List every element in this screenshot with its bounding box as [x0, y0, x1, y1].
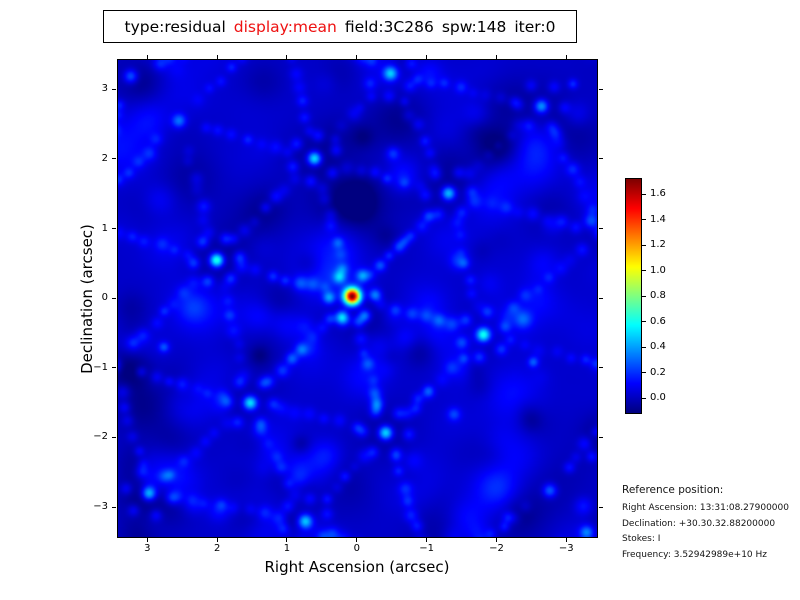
- y-axis-title: Declination (arcsec): [78, 224, 96, 374]
- title-part-field: field:3C286: [344, 17, 434, 36]
- y-tick-mark: [112, 228, 116, 230]
- x-tick-label: 0: [353, 543, 360, 554]
- x-tick-mark-top: [426, 55, 428, 59]
- colorbar-tick-label: 1.6: [650, 188, 666, 200]
- colorbar-tick-mark: [641, 219, 646, 221]
- colorbar-tick-mark: [641, 346, 646, 348]
- y-tick-label: 3: [101, 83, 108, 95]
- reference-frequency: Frequency: 3.52942989e+10 Hz: [622, 550, 768, 560]
- x-tick-label: −3: [558, 543, 574, 554]
- y-tick-label: 1: [101, 222, 108, 234]
- y-tick-label: −1: [93, 361, 108, 373]
- title-part-display: display:mean: [233, 17, 337, 36]
- y-tick-mark: [112, 436, 116, 438]
- x-tick-mark-top: [356, 55, 358, 59]
- colorbar-tick-mark: [641, 321, 646, 323]
- title-part-spw: spw:148: [441, 17, 507, 36]
- y-tick-mark: [112, 297, 116, 299]
- y-tick-mark-right: [599, 88, 603, 90]
- y-tick-label: −2: [93, 431, 108, 443]
- x-tick-mark: [495, 538, 497, 542]
- y-tick-mark-right: [599, 158, 603, 160]
- plot-title-box: type:residual display:mean field:3C286 s…: [103, 10, 577, 43]
- y-tick-mark: [112, 158, 116, 160]
- x-tick-mark: [565, 538, 567, 542]
- reference-stokes: Stokes: I: [622, 534, 661, 544]
- y-tick-label: 2: [101, 152, 108, 164]
- colorbar-tick-label: 0.0: [650, 392, 666, 404]
- colorbar-tick-label: 0.2: [650, 366, 666, 378]
- reference-heading: Reference position:: [622, 484, 724, 496]
- colorbar-tick-label: 1.2: [650, 239, 666, 251]
- colorbar-tick-mark: [641, 270, 646, 272]
- colorbar-tick-label: 0.8: [650, 290, 666, 302]
- x-tick-label: −1: [419, 543, 434, 554]
- y-tick-mark: [112, 506, 116, 508]
- reference-ra: Right Ascension: 13:31:08.27900000: [622, 503, 789, 513]
- colorbar-tick-label: 1.0: [650, 264, 666, 276]
- x-tick-label: 2: [213, 543, 221, 554]
- plot-frame: [117, 59, 598, 538]
- x-axis-title: Right Ascension (arcsec): [264, 558, 450, 576]
- title-part-type: type:residual: [124, 17, 226, 36]
- colorbar-tick-label: 0.6: [650, 315, 666, 327]
- x-tick-mark-top: [495, 55, 497, 59]
- y-tick-mark-right: [599, 297, 603, 299]
- x-tick-mark: [146, 538, 148, 542]
- x-tick-mark-top: [216, 55, 218, 59]
- x-tick-label: 1: [283, 543, 291, 554]
- x-tick-mark: [356, 538, 358, 542]
- residual-heatmap-canvas: [118, 60, 597, 537]
- y-tick-mark: [112, 88, 116, 90]
- x-tick-mark-top: [286, 55, 288, 59]
- colorbar-gradient: [626, 179, 641, 413]
- x-tick-mark: [426, 538, 428, 542]
- y-tick-label: 0: [101, 292, 108, 304]
- colorbar-tick-label: 0.4: [650, 341, 666, 353]
- x-tick-label: 3: [144, 543, 151, 554]
- x-tick-mark: [216, 538, 218, 542]
- x-tick-label: −2: [489, 543, 504, 554]
- colorbar-tick-mark: [641, 372, 646, 374]
- y-tick-mark-right: [599, 367, 603, 369]
- y-tick-mark-right: [599, 506, 603, 508]
- y-tick-mark-right: [599, 228, 603, 230]
- x-tick-mark: [286, 538, 288, 542]
- x-tick-mark-top: [146, 55, 148, 59]
- colorbar-tick-mark: [641, 397, 646, 399]
- y-tick-mark-right: [599, 436, 603, 438]
- reference-dec: Declination: +30.30.32.88200000: [622, 519, 776, 529]
- colorbar-tick-mark: [641, 295, 646, 297]
- y-tick-label: −3: [93, 501, 108, 513]
- x-tick-mark-top: [565, 55, 567, 59]
- title-part-iter: iter:0: [514, 17, 556, 36]
- colorbar-tick-mark: [641, 244, 646, 246]
- colorbar-tick-label: 1.4: [650, 213, 666, 225]
- y-tick-mark: [112, 367, 116, 369]
- colorbar-tick-mark: [641, 193, 646, 195]
